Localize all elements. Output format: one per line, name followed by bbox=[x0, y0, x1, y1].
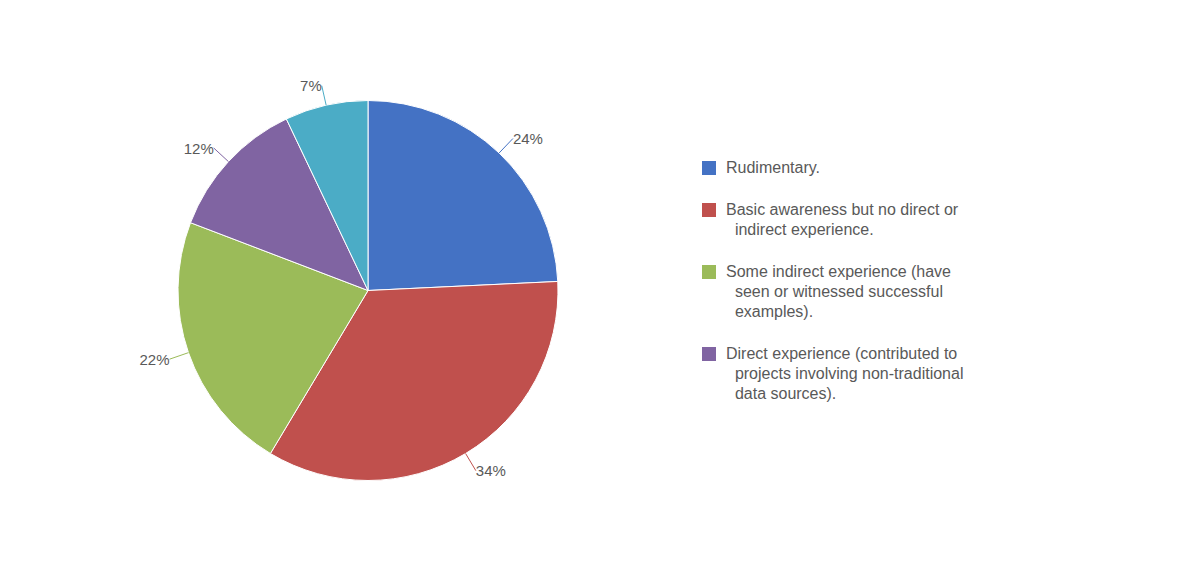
svg-text:12%: 12% bbox=[184, 140, 214, 157]
svg-text:34%: 34% bbox=[476, 462, 506, 479]
html-text:Direct experience (contributed: Direct experience (contributed to projec… bbox=[726, 344, 964, 402]
html-text:Basic awareness but no direct: Basic awareness but no direct or indirec… bbox=[726, 200, 959, 238]
svg-text:24%: 24% bbox=[513, 130, 543, 147]
html-text:Some indirect experience (have: Some indirect experience (have seen or w… bbox=[726, 262, 951, 320]
html-text:Rudimentary.: Rudimentary. bbox=[726, 158, 820, 176]
svg-text:7%: 7% bbox=[300, 77, 322, 94]
svg-text:22%: 22% bbox=[140, 351, 170, 368]
